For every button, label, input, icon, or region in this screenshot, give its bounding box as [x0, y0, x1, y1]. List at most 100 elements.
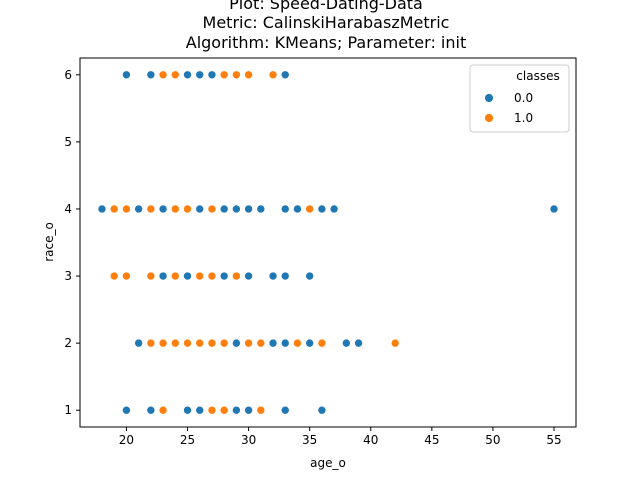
data-point-series-1-26	[219, 338, 229, 348]
data-point-series-1-3	[232, 70, 241, 80]
x-tick-label-3: 35	[302, 433, 317, 447]
y-tick-label-4: 5	[64, 135, 72, 149]
x-axis-ticks: 20 25 30 35 40 45 50 55	[119, 427, 562, 447]
x-tick-label-2: 30	[241, 433, 256, 447]
data-point-series-1-13	[109, 271, 119, 281]
data-point-series-1-14	[122, 271, 131, 281]
data-point-series-1-6	[109, 204, 119, 214]
y-tick-label-5: 6	[64, 68, 72, 82]
data-point-series-1-18	[207, 271, 217, 281]
legend-marker-series-1	[484, 113, 494, 123]
y-tick-label-2: 3	[64, 269, 72, 283]
data-point-series-1-8	[146, 204, 156, 214]
data-point-series-1-25	[207, 338, 217, 348]
data-point-series-0-13	[256, 204, 266, 214]
legend-label-series-1: 1.0	[514, 111, 533, 125]
data-point-series-0-28	[268, 338, 278, 348]
x-tick-label-1: 25	[180, 433, 195, 447]
data-point-series-1-34	[219, 405, 229, 415]
data-point-series-0-24	[280, 271, 290, 281]
data-point-series-1-9	[170, 204, 180, 214]
data-point-series-0-16	[317, 204, 327, 214]
data-point-series-0-20	[183, 271, 192, 281]
data-point-series-0-21	[219, 271, 229, 281]
x-tick-label-7: 55	[546, 433, 561, 447]
data-point-series-0-35	[183, 405, 192, 415]
chart-title-line-2: Metric: CalinskiHarabaszMetric	[203, 13, 450, 32]
data-point-series-1-15	[146, 271, 156, 281]
data-point-series-0-26	[134, 338, 143, 348]
x-tick-label-0: 20	[119, 433, 134, 447]
data-point-series-1-31	[390, 338, 400, 348]
data-point-series-1-2	[219, 70, 229, 80]
data-point-series-1-28	[256, 338, 266, 348]
data-point-series-1-30	[317, 338, 327, 348]
data-point-series-1-11	[207, 204, 217, 214]
data-point-series-1-32	[158, 405, 168, 415]
x-tick-label-4: 40	[363, 433, 378, 447]
x-axis-label: age_o	[310, 456, 346, 470]
y-tick-label-1: 2	[64, 336, 72, 350]
data-point-series-0-15	[293, 204, 302, 214]
data-point-series-1-19	[232, 271, 241, 281]
data-point-series-0-39	[280, 405, 290, 415]
data-point-series-0-30	[305, 338, 314, 348]
points-layer	[97, 70, 559, 415]
data-point-series-1-12	[305, 204, 314, 214]
data-point-series-1-17	[195, 271, 205, 281]
data-point-series-0-32	[354, 338, 363, 348]
data-point-series-1-22	[170, 338, 180, 348]
data-point-series-1-16	[170, 271, 180, 281]
data-point-series-0-1	[146, 70, 156, 80]
data-point-series-0-12	[244, 204, 253, 214]
data-point-series-1-5	[268, 70, 278, 80]
data-point-series-0-0	[122, 70, 131, 80]
x-tick-label-5: 45	[424, 433, 439, 447]
y-tick-label-0: 1	[64, 403, 72, 417]
data-point-series-0-11	[232, 204, 241, 214]
y-tick-label-3: 4	[64, 202, 72, 216]
data-point-series-0-34	[146, 405, 156, 415]
data-point-series-0-9	[195, 204, 205, 214]
data-point-series-0-19	[158, 271, 168, 281]
data-point-series-0-25	[305, 271, 314, 281]
data-point-series-0-6	[97, 204, 107, 214]
data-point-series-1-35	[256, 405, 266, 415]
data-point-series-1-33	[207, 405, 217, 415]
data-point-series-1-4	[244, 70, 253, 80]
x-tick-label-6: 50	[485, 433, 500, 447]
data-point-series-0-29	[280, 338, 290, 348]
data-point-series-0-22	[244, 271, 253, 281]
data-point-series-0-7	[134, 204, 143, 214]
data-point-series-1-20	[146, 338, 156, 348]
data-point-series-1-21	[158, 338, 168, 348]
data-point-series-0-2	[183, 70, 192, 80]
data-point-series-1-29	[293, 338, 302, 348]
legend-label-series-0: 0.0	[514, 91, 533, 105]
data-point-series-1-24	[195, 338, 205, 348]
data-point-series-0-10	[219, 204, 229, 214]
data-point-series-1-1	[170, 70, 180, 80]
data-point-series-1-0	[158, 70, 168, 80]
plot-area-frame	[79, 57, 577, 428]
data-point-series-0-3	[195, 70, 205, 80]
chart-title-line-1: Plot: Speed-Dating-Data	[229, 0, 423, 13]
y-axis-label: race_o	[42, 222, 56, 262]
data-point-series-0-37	[232, 405, 241, 415]
legend-marker-series-0	[484, 93, 494, 103]
legend-box	[469, 64, 570, 133]
data-point-series-0-36	[195, 405, 205, 415]
data-point-series-1-7	[122, 204, 131, 214]
data-point-series-0-8	[158, 204, 168, 214]
legend-title: classes	[516, 69, 559, 83]
data-point-series-0-18	[549, 204, 559, 214]
data-point-series-0-4	[207, 70, 217, 80]
data-point-series-1-23	[183, 338, 192, 348]
data-point-series-0-31	[342, 338, 351, 348]
data-point-series-0-23	[268, 271, 278, 281]
data-point-series-0-17	[329, 204, 339, 214]
y-axis-ticks: 1 2 3 4 5 6	[64, 68, 80, 417]
data-point-series-0-38	[244, 405, 253, 415]
data-point-series-0-40	[317, 405, 327, 415]
